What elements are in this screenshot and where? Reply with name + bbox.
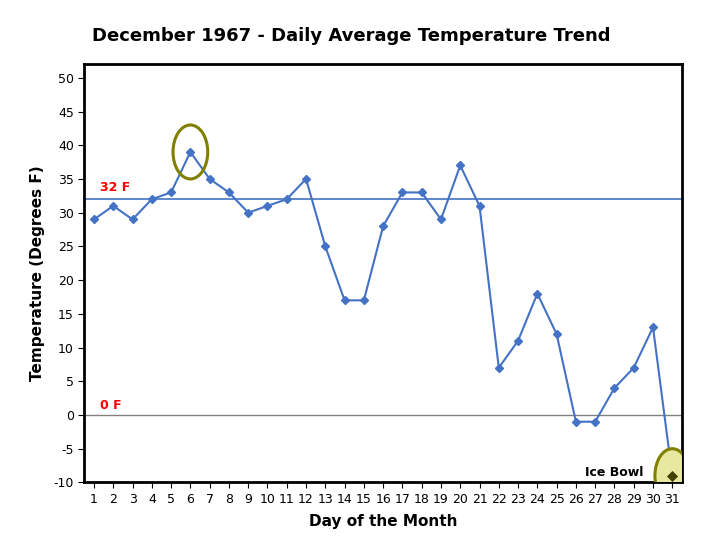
X-axis label: Day of the Month: Day of the Month: [309, 514, 458, 529]
Y-axis label: Temperature (Degrees F): Temperature (Degrees F): [30, 166, 45, 381]
Text: December 1967 - Daily Average Temperature Trend: December 1967 - Daily Average Temperatur…: [92, 27, 611, 45]
Text: Ice Bowl: Ice Bowl: [585, 466, 643, 479]
Ellipse shape: [655, 449, 690, 503]
Text: 32 F: 32 F: [100, 181, 130, 194]
Text: 0 F: 0 F: [100, 399, 122, 412]
